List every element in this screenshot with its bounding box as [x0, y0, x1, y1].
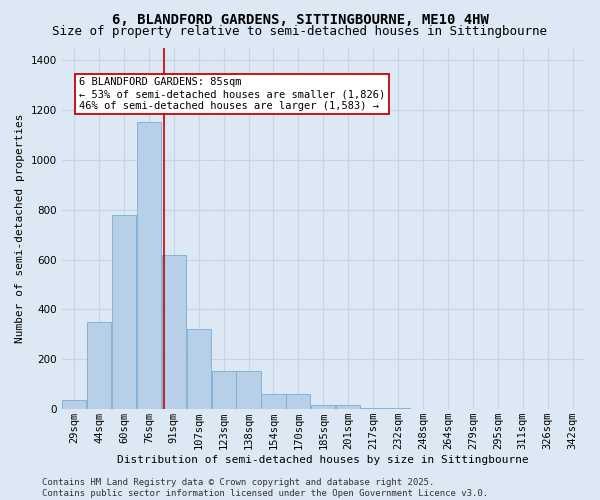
Bar — [386, 408, 410, 409]
Bar — [311, 406, 335, 409]
Bar — [87, 322, 111, 409]
Bar — [62, 400, 86, 409]
Y-axis label: Number of semi-detached properties: Number of semi-detached properties — [15, 114, 25, 343]
Text: 6, BLANDFORD GARDENS, SITTINGBOURNE, ME10 4HW: 6, BLANDFORD GARDENS, SITTINGBOURNE, ME1… — [112, 12, 488, 26]
Bar — [137, 122, 161, 409]
Bar — [112, 214, 136, 409]
Bar — [236, 370, 260, 409]
Bar — [336, 406, 361, 409]
Bar — [286, 394, 310, 409]
Bar — [162, 254, 186, 409]
Bar — [187, 330, 211, 409]
X-axis label: Distribution of semi-detached houses by size in Sittingbourne: Distribution of semi-detached houses by … — [118, 455, 529, 465]
Bar — [262, 394, 286, 409]
Text: Contains HM Land Registry data © Crown copyright and database right 2025.
Contai: Contains HM Land Registry data © Crown c… — [42, 478, 488, 498]
Title: 6, BLANDFORD GARDENS, SITTINGBOURNE, ME10 4HW
Size of property relative to semi-: 6, BLANDFORD GARDENS, SITTINGBOURNE, ME1… — [0, 499, 1, 500]
Text: Size of property relative to semi-detached houses in Sittingbourne: Size of property relative to semi-detach… — [53, 25, 548, 38]
Bar — [361, 408, 385, 409]
Text: 6 BLANDFORD GARDENS: 85sqm
← 53% of semi-detached houses are smaller (1,826)
46%: 6 BLANDFORD GARDENS: 85sqm ← 53% of semi… — [79, 78, 385, 110]
Bar — [212, 370, 236, 409]
